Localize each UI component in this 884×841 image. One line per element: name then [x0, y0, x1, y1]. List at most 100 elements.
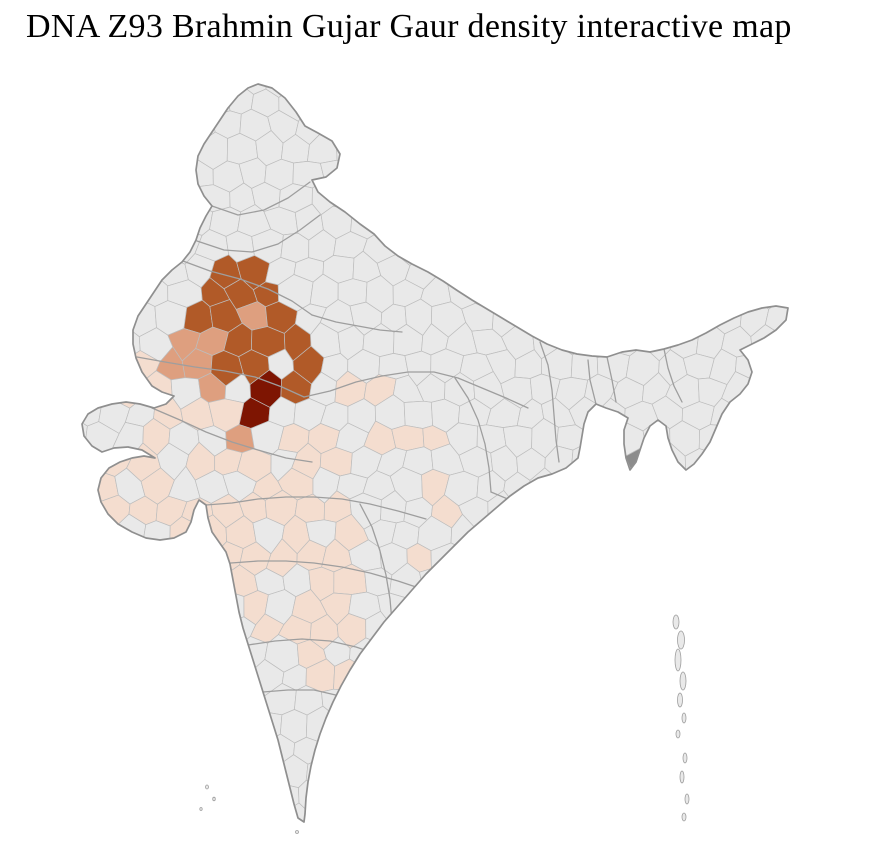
district[interactable]: [352, 784, 379, 812]
district[interactable]: [767, 737, 798, 764]
district[interactable]: [651, 542, 688, 574]
district[interactable]: [502, 182, 535, 215]
district[interactable]: [305, 89, 341, 117]
district[interactable]: [517, 254, 548, 288]
district[interactable]: [486, 735, 519, 771]
district[interactable]: [475, 615, 505, 644]
district[interactable]: [629, 492, 658, 530]
district[interactable]: [614, 515, 642, 553]
district[interactable]: [195, 611, 231, 649]
district[interactable]: [140, 806, 175, 839]
district[interactable]: [596, 729, 629, 770]
district[interactable]: [446, 664, 480, 698]
district[interactable]: [461, 633, 493, 667]
district[interactable]: [199, 564, 227, 602]
district[interactable]: [624, 204, 655, 235]
district[interactable]: [76, 304, 103, 335]
district[interactable]: [486, 634, 521, 671]
district[interactable]: [419, 568, 453, 602]
district[interactable]: [610, 181, 645, 213]
district[interactable]: [348, 111, 378, 142]
district[interactable]: [598, 587, 630, 624]
district[interactable]: [598, 112, 630, 144]
district[interactable]: [682, 492, 715, 527]
district[interactable]: [707, 156, 743, 194]
district[interactable]: [712, 112, 739, 144]
district[interactable]: [680, 636, 716, 675]
district[interactable]: [721, 658, 751, 699]
district[interactable]: [186, 689, 213, 719]
district[interactable]: [666, 227, 699, 260]
district[interactable]: [586, 86, 615, 122]
district[interactable]: [641, 518, 673, 550]
district[interactable]: [101, 589, 128, 620]
district[interactable]: [70, 254, 106, 284]
district[interactable]: [139, 756, 174, 789]
district[interactable]: [227, 761, 252, 788]
district[interactable]: [379, 60, 410, 96]
district[interactable]: [767, 779, 796, 811]
district[interactable]: [416, 755, 447, 787]
district[interactable]: [515, 207, 546, 238]
district[interactable]: [516, 730, 544, 765]
district[interactable]: [457, 110, 493, 141]
district[interactable]: [652, 784, 688, 815]
district[interactable]: [609, 87, 646, 115]
district[interactable]: [555, 185, 586, 214]
district[interactable]: [736, 538, 767, 573]
district[interactable]: [75, 590, 105, 624]
district[interactable]: [88, 806, 116, 840]
district[interactable]: [681, 541, 711, 575]
district[interactable]: [654, 303, 684, 335]
district[interactable]: [432, 733, 466, 767]
district[interactable]: [750, 759, 783, 788]
district[interactable]: [77, 682, 104, 716]
district[interactable]: [402, 61, 435, 92]
district[interactable]: [224, 707, 258, 741]
district[interactable]: [768, 688, 796, 717]
district[interactable]: [61, 615, 88, 647]
district[interactable]: [171, 760, 200, 789]
district[interactable]: [752, 182, 783, 217]
district[interactable]: [749, 467, 785, 500]
district[interactable]: [447, 616, 478, 646]
district[interactable]: [501, 569, 532, 601]
district[interactable]: [125, 113, 161, 139]
district[interactable]: [140, 662, 173, 693]
district[interactable]: [475, 561, 505, 597]
district[interactable]: [597, 155, 627, 187]
district[interactable]: [127, 588, 161, 621]
district[interactable]: [694, 466, 726, 505]
district[interactable]: [417, 134, 448, 170]
district[interactable]: [223, 659, 252, 699]
district[interactable]: [419, 708, 445, 742]
district[interactable]: [529, 568, 560, 596]
district[interactable]: [529, 181, 560, 213]
district[interactable]: [612, 757, 641, 791]
district[interactable]: [406, 777, 438, 813]
district[interactable]: [712, 62, 736, 98]
district[interactable]: [501, 229, 534, 262]
district[interactable]: [448, 178, 480, 213]
district[interactable]: [625, 639, 660, 674]
district[interactable]: [502, 757, 529, 791]
district[interactable]: [101, 204, 132, 237]
district[interactable]: [418, 806, 451, 839]
district[interactable]: [740, 781, 770, 815]
district[interactable]: [431, 154, 465, 192]
district[interactable]: [694, 563, 728, 599]
district[interactable]: [111, 84, 145, 118]
district[interactable]: [517, 156, 544, 192]
district[interactable]: [554, 83, 588, 121]
district[interactable]: [572, 493, 599, 525]
district[interactable]: [59, 275, 90, 309]
district[interactable]: [597, 539, 628, 579]
district[interactable]: [531, 804, 558, 840]
district[interactable]: [572, 545, 602, 574]
district[interactable]: [126, 640, 158, 670]
district[interactable]: [665, 85, 698, 121]
district[interactable]: [115, 281, 147, 308]
district[interactable]: [85, 327, 117, 363]
district[interactable]: [59, 85, 92, 115]
district[interactable]: [558, 562, 590, 596]
